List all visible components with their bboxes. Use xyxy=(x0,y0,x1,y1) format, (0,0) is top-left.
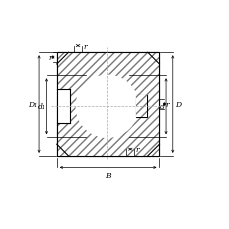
Bar xyxy=(57,90,71,124)
Text: B: B xyxy=(105,171,110,179)
Bar xyxy=(57,53,159,156)
Text: r: r xyxy=(135,145,139,153)
Text: D₁: D₁ xyxy=(28,101,37,109)
Text: r: r xyxy=(83,42,87,50)
Text: r: r xyxy=(48,54,52,62)
Circle shape xyxy=(76,76,138,138)
Bar xyxy=(135,95,147,117)
Text: d₁: d₁ xyxy=(38,103,45,111)
Circle shape xyxy=(81,81,132,132)
Bar xyxy=(57,53,159,156)
Bar xyxy=(135,95,147,117)
Text: D: D xyxy=(175,101,181,109)
Text: d: d xyxy=(160,103,164,111)
Bar xyxy=(57,53,159,156)
Text: r: r xyxy=(165,101,168,108)
